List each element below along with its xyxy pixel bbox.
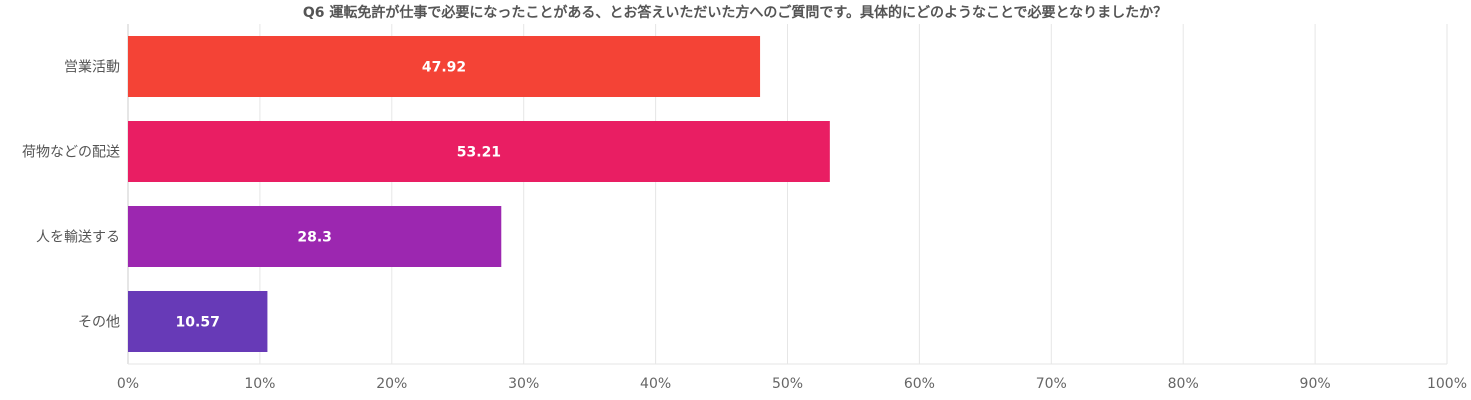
bar-value-label: 53.21: [457, 145, 501, 161]
bar-value-label: 28.3: [297, 230, 332, 246]
x-tick-label: 100%: [1427, 376, 1467, 392]
x-tick-label: 30%: [508, 376, 539, 392]
x-tick-label: 50%: [772, 376, 803, 392]
bar: [128, 121, 830, 182]
category-label: 荷物などの配送: [22, 145, 120, 161]
bar: [128, 291, 268, 352]
category-label: その他: [78, 315, 120, 331]
x-tick-label: 10%: [244, 376, 275, 392]
x-tick-label: 80%: [1168, 376, 1199, 392]
x-axis-tick-labels: 0% 10% 20% 30% 40% 50% 60% 70% 80% 90% 100%: [117, 376, 1467, 392]
x-tick-label: 20%: [376, 376, 407, 392]
bars: 47.92 53.21 28.3 10.57: [128, 36, 830, 352]
x-tick-label: 40%: [640, 376, 671, 392]
x-tick-label: 60%: [904, 376, 935, 392]
bar: [128, 36, 761, 97]
x-tick-label: 90%: [1300, 376, 1331, 392]
bar-value-label: 10.57: [176, 315, 220, 331]
bar-value-label: 47.92: [422, 60, 466, 76]
category-label: 人を輸送する: [36, 230, 120, 246]
x-tick-label: 0%: [117, 376, 139, 392]
bar: [128, 206, 502, 267]
chart-title: Q6 運転免許が仕事で必要になったことがある、とお答えいただいた方へのご質問です…: [303, 4, 1167, 21]
x-tick-label: 70%: [1036, 376, 1067, 392]
category-label: 営業活動: [64, 60, 120, 76]
